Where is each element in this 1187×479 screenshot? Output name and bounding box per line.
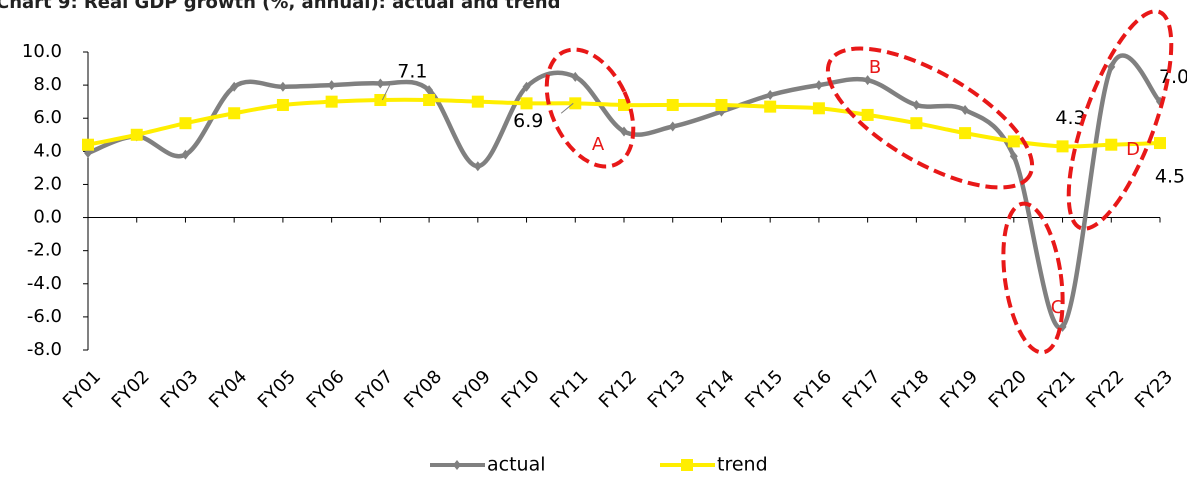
x-tick-label: FY05 xyxy=(254,366,300,412)
x-tick-label: FY20 xyxy=(985,366,1031,412)
chart-title: Chart 9: Real GDP growth (%, annual): ac… xyxy=(0,0,560,13)
data-label: 7.1 xyxy=(397,61,427,83)
marker xyxy=(569,97,582,110)
x-tick-label: FY23 xyxy=(1131,366,1177,412)
marker xyxy=(1105,138,1118,151)
y-tick-label: 0.0 xyxy=(33,207,62,228)
marker xyxy=(230,81,239,92)
marker xyxy=(959,127,972,140)
x-tick-label: FY06 xyxy=(303,366,349,412)
marker xyxy=(912,99,921,110)
marker xyxy=(1107,61,1116,72)
data-label: 7.0 xyxy=(1159,66,1187,88)
marker xyxy=(423,94,436,107)
marker xyxy=(814,80,823,91)
x-tick-label: FY13 xyxy=(644,366,690,412)
x-tick-label: FY07 xyxy=(351,366,397,412)
annotation-ellipse xyxy=(1066,9,1174,231)
x-tick-label: FY12 xyxy=(595,366,641,412)
marker xyxy=(325,95,338,108)
x-tick-label: FY14 xyxy=(692,366,738,412)
marker xyxy=(812,102,825,115)
marker xyxy=(764,100,777,113)
legend-label: actual xyxy=(487,454,546,476)
series-line xyxy=(87,53,1162,330)
marker xyxy=(276,98,289,111)
x-tick-label: FY03 xyxy=(156,366,202,412)
marker xyxy=(766,90,775,101)
leader-line xyxy=(560,102,574,114)
y-tick-label: 2.0 xyxy=(33,173,62,194)
marker xyxy=(1154,137,1166,150)
marker xyxy=(181,149,190,160)
marker xyxy=(376,78,385,89)
x-tick-label: FY15 xyxy=(741,366,787,412)
annotation-label: A xyxy=(592,134,605,155)
x-tick-label: FY19 xyxy=(936,366,982,412)
marker xyxy=(228,107,241,120)
marker xyxy=(863,75,872,86)
data-label: 4.5 xyxy=(1155,166,1185,188)
marker xyxy=(1056,140,1069,153)
marker xyxy=(327,80,336,91)
marker xyxy=(473,161,482,172)
y-tick-label: 8.0 xyxy=(33,74,62,95)
annotation-ellipse xyxy=(544,47,636,169)
marker xyxy=(522,81,531,92)
x-tick-label: FY11 xyxy=(546,366,592,412)
marker xyxy=(425,85,434,96)
annotation-ellipse xyxy=(1001,201,1065,355)
y-tick-label: -4.0 xyxy=(27,273,62,294)
y-tick-label: 10.0 xyxy=(22,41,62,62)
marker xyxy=(861,108,874,121)
marker xyxy=(130,128,143,141)
annotation-label: B xyxy=(869,57,881,78)
annotation-label: D xyxy=(1126,139,1140,160)
marker xyxy=(471,95,484,108)
marker xyxy=(520,97,533,110)
x-tick-label: FY17 xyxy=(839,366,885,412)
marker xyxy=(620,126,628,137)
marker xyxy=(571,71,580,82)
x-tick-label: FY21 xyxy=(1033,366,1079,412)
x-tick-label: FY04 xyxy=(205,366,251,412)
marker xyxy=(1009,151,1018,162)
x-tick-label: FY22 xyxy=(1082,366,1128,412)
marker xyxy=(961,104,970,115)
marker xyxy=(910,117,923,130)
annotation-label: C xyxy=(1051,297,1064,318)
data-label: 4.3 xyxy=(1055,107,1085,129)
data-label: 6.9 xyxy=(513,110,543,132)
x-tick-label: FY09 xyxy=(449,366,495,412)
marker xyxy=(82,138,94,151)
x-tick-label: FY16 xyxy=(790,366,836,412)
x-tick-label: FY02 xyxy=(108,366,154,412)
leader-line xyxy=(381,84,391,101)
legend-marker xyxy=(681,459,693,471)
x-tick-label: FY01 xyxy=(59,366,105,412)
marker xyxy=(1007,135,1020,148)
y-tick-label: 4.0 xyxy=(33,140,62,161)
marker xyxy=(278,81,287,92)
y-tick-label: -8.0 xyxy=(27,339,62,360)
annotation-ellipse xyxy=(825,46,1035,190)
marker xyxy=(179,117,192,130)
y-tick-label: -6.0 xyxy=(27,306,62,327)
marker xyxy=(666,98,679,111)
x-tick-label: FY10 xyxy=(497,366,543,412)
legend-label: trend xyxy=(717,454,768,476)
y-tick-label: -2.0 xyxy=(27,240,62,261)
marker xyxy=(668,121,677,132)
x-tick-label: FY18 xyxy=(887,366,933,412)
legend-marker xyxy=(453,460,461,470)
x-tick-label: FY08 xyxy=(400,366,446,412)
y-tick-label: 6.0 xyxy=(33,107,62,128)
marker xyxy=(715,98,728,111)
